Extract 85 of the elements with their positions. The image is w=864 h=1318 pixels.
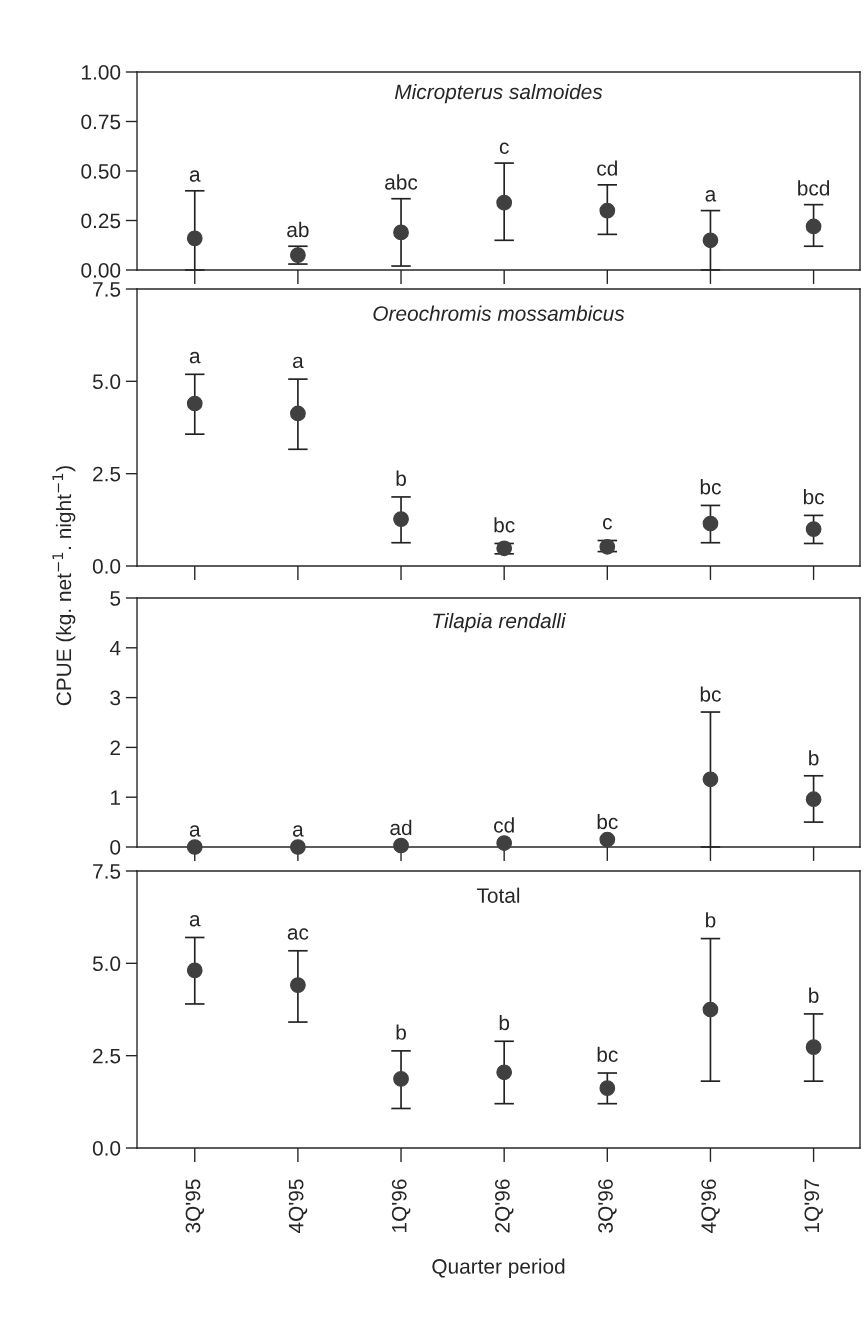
point bbox=[496, 194, 513, 211]
annotation: bc bbox=[494, 517, 515, 533]
point bbox=[393, 1071, 409, 1087]
y-tick-label: 2 bbox=[110, 740, 120, 755]
annotation: a bbox=[292, 356, 304, 369]
point bbox=[702, 771, 719, 788]
point bbox=[599, 1080, 616, 1097]
y-tick-label: 5 bbox=[110, 591, 121, 606]
x-tick-label: 2Q'96 bbox=[495, 1179, 514, 1233]
text: Micropterus salmoides bbox=[394, 83, 603, 104]
y-tick-label: 7.5 bbox=[93, 864, 121, 879]
y-tick-label: 0 bbox=[110, 840, 121, 855]
y-tick-label: 0.0 bbox=[92, 559, 121, 574]
annotation: a bbox=[705, 190, 717, 202]
point bbox=[186, 230, 203, 247]
annotation: bc bbox=[597, 1046, 618, 1062]
annotation: b bbox=[396, 470, 406, 486]
x-tick-label: 1Q'97 bbox=[804, 1179, 823, 1232]
annotation: ac bbox=[287, 928, 309, 940]
annotation: b bbox=[809, 750, 819, 766]
y-tick-label: 5.0 bbox=[92, 956, 121, 972]
y-tick-label: 0.75 bbox=[81, 114, 121, 130]
annotation: bc bbox=[597, 813, 618, 830]
annotation: abc bbox=[385, 174, 418, 190]
annotation: c bbox=[499, 142, 509, 155]
annotation: a bbox=[189, 825, 201, 837]
point bbox=[805, 521, 822, 537]
y-tick-label: 1.00 bbox=[82, 65, 121, 80]
point bbox=[702, 232, 719, 249]
y-tick-label: 4 bbox=[109, 641, 121, 656]
point bbox=[599, 831, 616, 848]
annotation: bc bbox=[700, 479, 721, 495]
x-tick-label: 1Q'96 bbox=[391, 1179, 411, 1232]
annotation: cd bbox=[597, 160, 617, 176]
annotation: b bbox=[499, 1014, 510, 1031]
annotation: a bbox=[189, 915, 201, 927]
x-tick-label: 4Q'96 bbox=[701, 1179, 720, 1234]
x-tick-label: 4Q'95 bbox=[288, 1179, 308, 1234]
y-tick-label: 0.25 bbox=[81, 213, 121, 229]
x-tick-label: 3Q'95 bbox=[185, 1179, 205, 1233]
y-tick-label: 5.0 bbox=[92, 374, 121, 390]
annotation: ad bbox=[390, 819, 412, 836]
annotation: a bbox=[189, 170, 201, 182]
y-tick-label: 0.00 bbox=[81, 263, 121, 278]
point bbox=[702, 1001, 719, 1018]
point bbox=[186, 839, 203, 855]
annotation: b bbox=[396, 1024, 406, 1040]
point bbox=[290, 839, 306, 855]
text: Total bbox=[476, 887, 520, 903]
point bbox=[393, 224, 409, 241]
annotation: bcd bbox=[798, 180, 830, 196]
y-tick-label: 2.5 bbox=[93, 1048, 121, 1064]
y-tick-label: 0.50 bbox=[81, 164, 121, 179]
y-tick-label: 3 bbox=[110, 690, 121, 706]
point bbox=[186, 962, 203, 979]
point bbox=[805, 791, 822, 808]
text: Tilapia rendalli bbox=[433, 612, 567, 633]
point bbox=[599, 202, 616, 219]
point bbox=[702, 515, 719, 532]
point bbox=[805, 1039, 822, 1056]
point bbox=[393, 511, 409, 527]
annotation: a bbox=[292, 825, 304, 837]
point bbox=[805, 218, 822, 235]
point bbox=[496, 835, 513, 851]
annotation: bc bbox=[803, 489, 825, 505]
y-tick-label: 1 bbox=[111, 790, 121, 805]
y-tick-label: 7.5 bbox=[93, 282, 121, 297]
annotation: c bbox=[602, 518, 612, 530]
text: Oreochromis mossambicus bbox=[373, 305, 625, 321]
annotation: ab bbox=[287, 221, 309, 238]
point bbox=[393, 837, 409, 854]
annotation: cd bbox=[494, 817, 514, 833]
annotation: b bbox=[706, 912, 716, 928]
point bbox=[290, 405, 306, 422]
x-axis-title: Quarter period bbox=[432, 1258, 565, 1278]
annotation: b bbox=[809, 987, 819, 1003]
y-tick-label: 0.0 bbox=[92, 1141, 121, 1156]
point bbox=[186, 395, 203, 412]
point bbox=[496, 1064, 513, 1081]
annotation: bc bbox=[700, 686, 721, 702]
point bbox=[290, 977, 306, 993]
x-tick-label: 3Q'96 bbox=[598, 1179, 617, 1233]
annotation: a bbox=[189, 351, 201, 364]
y-tick-label: 2.5 bbox=[93, 466, 121, 482]
y-axis-title: CPUE (kg. net$^{−1}$. night$^{−1}$) bbox=[52, 466, 76, 706]
